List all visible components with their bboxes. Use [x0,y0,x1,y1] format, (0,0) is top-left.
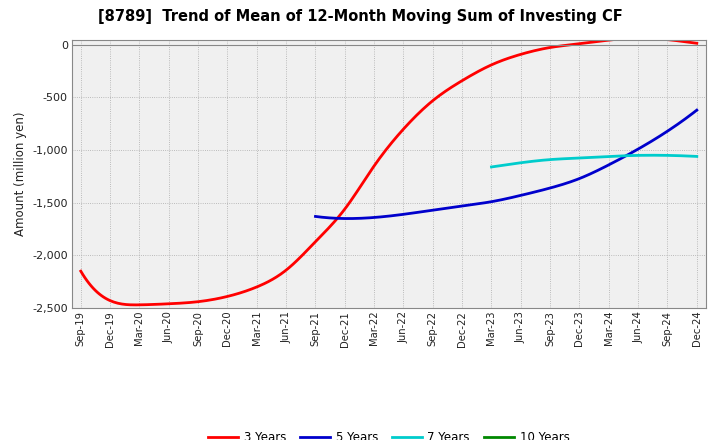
Legend: 3 Years, 5 Years, 7 Years, 10 Years: 3 Years, 5 Years, 7 Years, 10 Years [204,427,574,440]
Text: [8789]  Trend of Mean of 12-Month Moving Sum of Investing CF: [8789] Trend of Mean of 12-Month Moving … [98,9,622,24]
Y-axis label: Amount (million yen): Amount (million yen) [14,112,27,236]
